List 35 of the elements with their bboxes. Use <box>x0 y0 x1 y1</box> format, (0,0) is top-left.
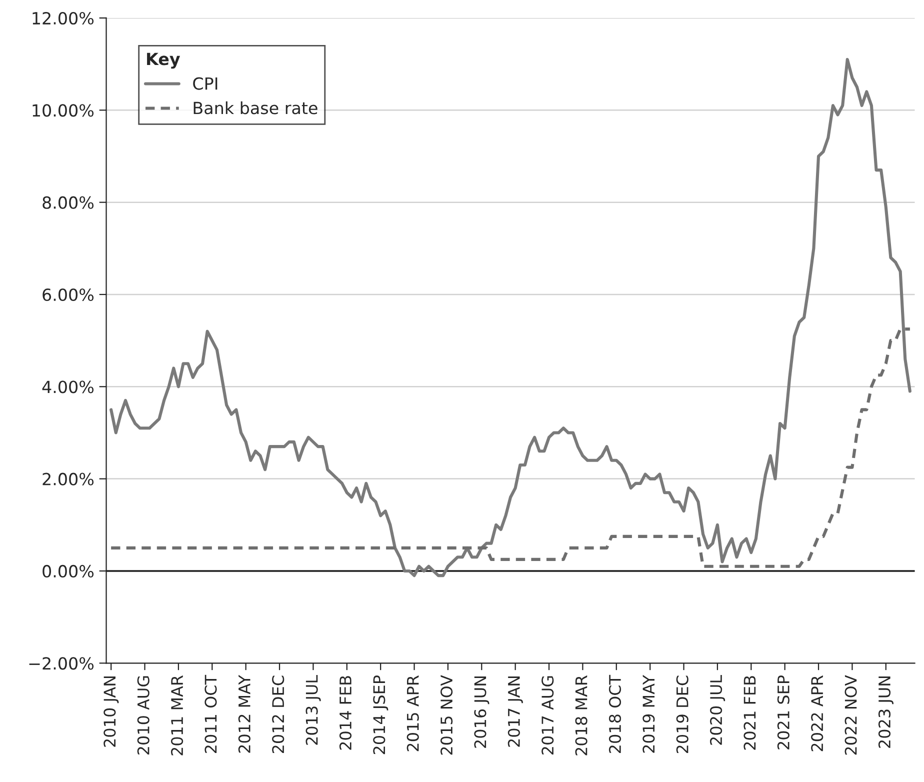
x-tick-label: 2014 FEB <box>339 676 352 750</box>
x-tick-label: 2022 APR <box>811 675 824 752</box>
x-tick-label: 2018 MAR <box>575 675 588 756</box>
x-tick-label: 2015 NOV <box>440 675 453 755</box>
x-tick-label: 2018 OCT <box>608 674 622 753</box>
x-tick-label: 2014 JSEP <box>373 675 388 754</box>
y-tick-label: 12.00% <box>32 12 94 25</box>
x-tick-label: 2017 AUG <box>542 676 554 754</box>
x-tick-label: 2021 SEP <box>777 675 790 750</box>
x-tick-label: 2015 APR <box>406 675 419 752</box>
x-tick-label: 2011 OCT <box>204 674 217 753</box>
x-tick-label: 2012 DEC <box>272 676 284 754</box>
x-tick-label: 2021 FEB <box>744 676 756 750</box>
y-tick-label: 8.00% <box>42 196 94 209</box>
x-tick-label: 2020 JUL <box>710 675 726 745</box>
legend-label: CPI <box>193 77 218 90</box>
x-tick-label: 2010 AUG <box>137 676 150 754</box>
x-tick-label: 2023 JUN <box>878 676 894 748</box>
x-tick-label: 2013 JUL <box>306 675 321 745</box>
y-tick-label: 4.00% <box>42 380 94 394</box>
y-tick-label: 2.00% <box>42 472 94 486</box>
x-tick-label: 2011 MAR <box>171 675 184 756</box>
y-tick-label: 6.00% <box>42 288 94 302</box>
y-tick-label: −2.00% <box>29 657 94 670</box>
y-tick-label: 10.00% <box>32 104 94 117</box>
x-tick-label: 2019 MAY <box>642 674 655 753</box>
y-tick-label: 0.00% <box>42 564 94 578</box>
legend-label: Bank base rate <box>194 101 318 114</box>
x-tick-label: 2016 JUN <box>474 676 490 748</box>
x-tick-label: 2012 MAY <box>238 674 250 753</box>
legend-title: Key <box>147 52 180 69</box>
x-tick-label: 2022 NOV <box>844 675 857 755</box>
x-tick-label: 2019 DEC <box>676 676 688 754</box>
x-tick-label: 2017 JAN <box>508 676 523 747</box>
x-tick-label: 2010 JAN <box>104 676 119 747</box>
